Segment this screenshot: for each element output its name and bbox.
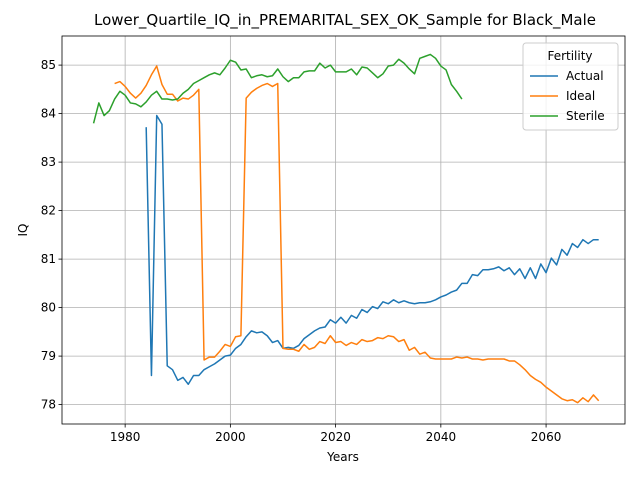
chart-title: Lower_Quartile_IQ_in_PREMARITAL_SEX_OK_S… <box>94 11 596 30</box>
legend-label-sterile: Sterile <box>566 109 605 123</box>
series-line-actual <box>145 114 599 385</box>
legend-label-actual: Actual <box>566 69 604 83</box>
plot-frame <box>61 35 626 425</box>
legend-entry-sterile: Sterile <box>530 109 605 123</box>
y-tick-label: 78 <box>41 398 56 412</box>
y-tick-label: 85 <box>41 58 56 72</box>
x-ticks: 1980 2000 2020 2040 2060 <box>110 424 561 444</box>
y-tick-label: 84 <box>41 107 56 121</box>
y-tick-label: 79 <box>41 349 56 363</box>
y-tick-label: 83 <box>41 155 56 169</box>
series-line-ideal <box>114 65 600 404</box>
x-tick-label: 2040 <box>426 430 457 444</box>
legend-entry-ideal: Ideal <box>530 89 595 103</box>
y-tick-label: 81 <box>41 252 56 266</box>
x-tick-label: 2000 <box>215 430 246 444</box>
x-tick-label: 2020 <box>320 430 351 444</box>
legend-box <box>522 42 619 131</box>
legend-title: Fertility <box>547 49 592 63</box>
series-line-sterile <box>92 53 463 124</box>
y-tick-label: 80 <box>41 301 56 315</box>
x-tick-label: 1980 <box>110 430 141 444</box>
legend-label-ideal: Ideal <box>566 89 595 103</box>
x-tick-label: 2060 <box>531 430 562 444</box>
legend: Fertility Actual Ideal Sterile <box>522 42 619 131</box>
y-tick-label: 82 <box>41 204 56 218</box>
series-lines <box>92 53 600 404</box>
x-axis-label: Years <box>326 450 359 464</box>
legend-entry-actual: Actual <box>530 69 604 83</box>
y-ticks: 78 79 80 81 82 83 84 85 <box>41 58 62 412</box>
y-axis-label: IQ <box>16 224 30 237</box>
